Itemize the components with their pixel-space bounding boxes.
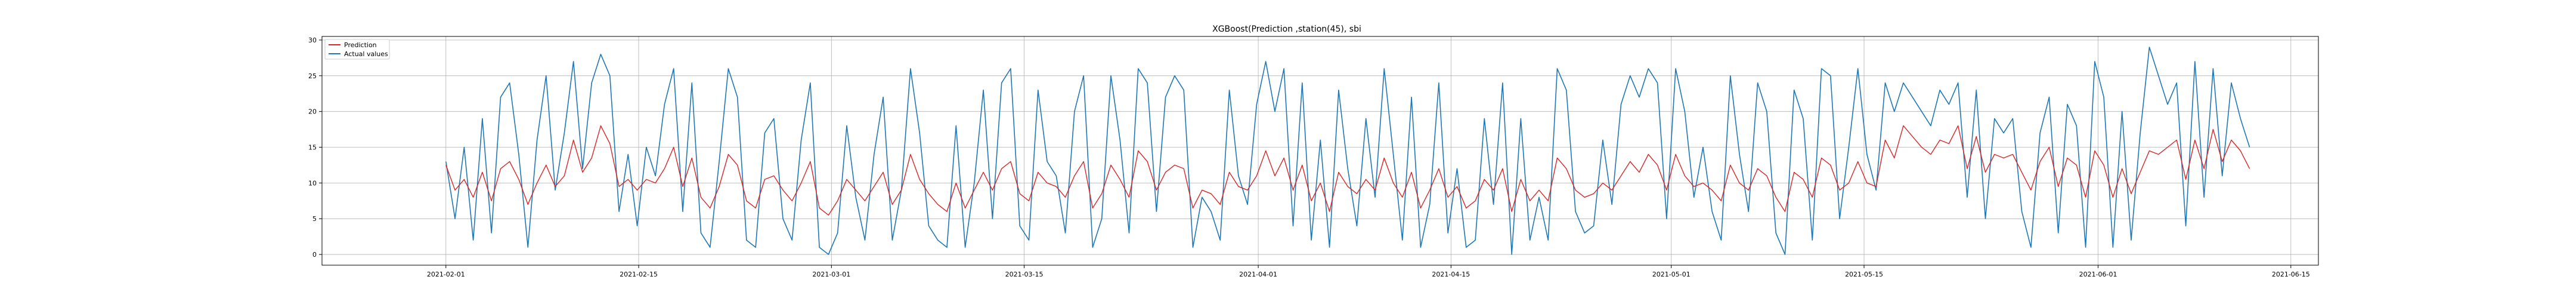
y-tick-label: 10 bbox=[308, 179, 317, 187]
x-tick-label: 2021-06-01 bbox=[2079, 271, 2117, 278]
x-tick-label: 2021-06-15 bbox=[2272, 271, 2310, 278]
x-tick-label: 2021-04-15 bbox=[1432, 271, 1470, 278]
series-line-actual-values bbox=[445, 47, 2250, 255]
y-axis: 0 5 10 15 20 25 30 bbox=[308, 36, 322, 259]
chart-title: XGBoost(Prediction ,station(45), sbi bbox=[1212, 24, 1361, 34]
y-tick-label: 0 bbox=[312, 251, 317, 259]
grid-lines bbox=[322, 36, 2318, 265]
x-tick-label: 2021-05-15 bbox=[1845, 271, 1883, 278]
legend-box bbox=[324, 39, 390, 60]
x-tick-label: 2021-03-15 bbox=[1005, 271, 1044, 278]
y-tick-label: 15 bbox=[308, 144, 317, 152]
series-line-prediction bbox=[445, 125, 2250, 216]
x-tick-label: 2021-05-01 bbox=[1652, 271, 1690, 278]
y-tick-label: 20 bbox=[308, 108, 317, 116]
legend-label-actual-values: Actual values bbox=[344, 50, 388, 58]
y-tick-label: 25 bbox=[308, 72, 317, 80]
y-tick-label: 5 bbox=[312, 215, 317, 223]
x-tick-label: 2021-02-01 bbox=[427, 271, 465, 278]
y-tick-label: 30 bbox=[308, 36, 317, 44]
legend-label-prediction: Prediction bbox=[344, 41, 377, 49]
plot-area-frame bbox=[321, 36, 2319, 266]
x-tick-label: 2021-03-01 bbox=[812, 271, 850, 278]
legend: Prediction Actual values bbox=[324, 39, 390, 60]
x-axis: 2021-02-01 2021-02-15 2021-03-01 2021-03-15… bbox=[427, 265, 2310, 278]
series-layer bbox=[445, 47, 2250, 255]
x-tick-label: 2021-04-01 bbox=[1239, 271, 1277, 278]
x-tick-label: 2021-02-15 bbox=[620, 271, 658, 278]
